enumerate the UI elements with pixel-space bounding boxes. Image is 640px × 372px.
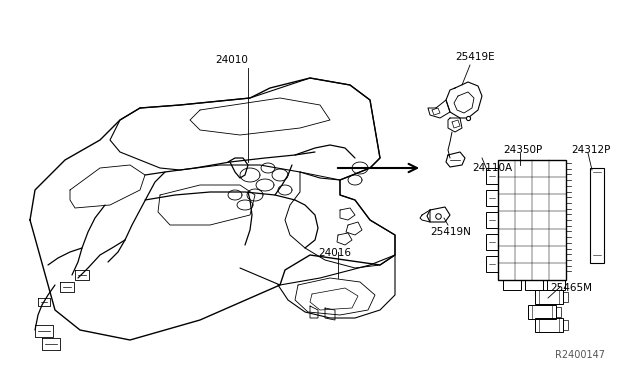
Bar	[525, 280, 543, 290]
Bar	[535, 290, 563, 304]
Bar	[498, 160, 566, 280]
Text: R2400147: R2400147	[555, 350, 605, 360]
Text: 25419N: 25419N	[430, 227, 471, 237]
Bar	[486, 190, 498, 206]
Bar	[590, 168, 604, 263]
Bar	[486, 256, 498, 272]
Bar	[547, 280, 565, 290]
Text: 24010: 24010	[215, 55, 248, 65]
Bar	[528, 305, 556, 319]
Bar	[563, 292, 568, 302]
Text: 24350P: 24350P	[503, 145, 542, 155]
Bar	[503, 280, 521, 290]
Bar	[486, 168, 498, 184]
Bar	[486, 212, 498, 228]
Bar	[535, 318, 563, 332]
Text: 24312P: 24312P	[571, 145, 611, 155]
Bar	[556, 307, 561, 317]
Text: 24110A: 24110A	[472, 163, 512, 173]
Text: 24016: 24016	[318, 248, 351, 258]
Bar	[486, 234, 498, 250]
Bar	[563, 320, 568, 330]
Text: 25465M: 25465M	[550, 283, 592, 293]
Text: 25419E: 25419E	[455, 52, 495, 62]
